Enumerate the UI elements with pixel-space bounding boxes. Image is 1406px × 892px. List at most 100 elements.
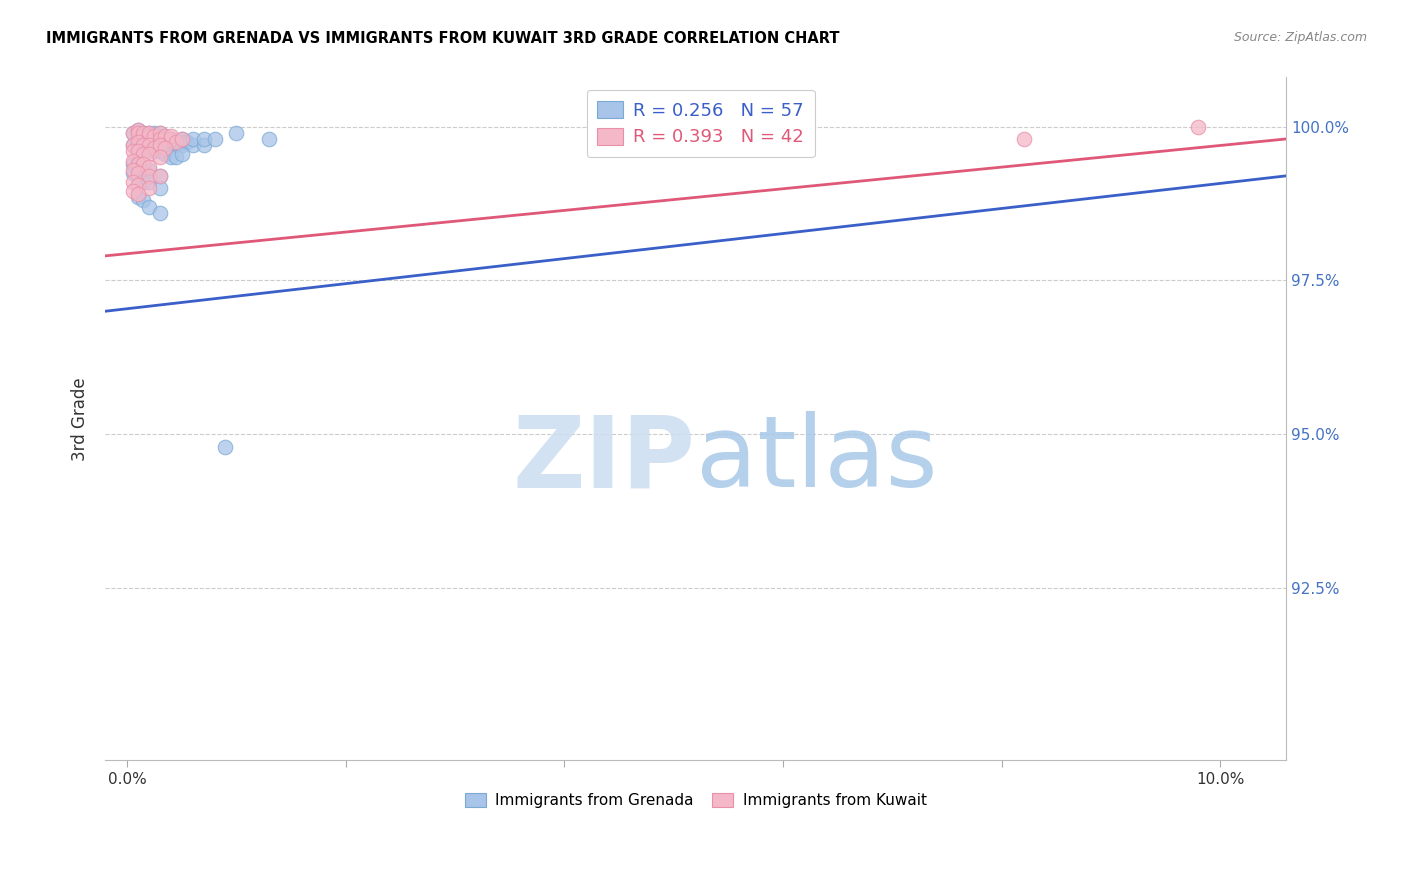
Point [143,128,166,143]
Point [127,187,149,202]
Point [138,162,160,177]
Point [149,132,172,146]
Point [155,135,177,149]
Point [127,132,149,146]
Point [143,126,166,140]
Point [257,132,280,146]
Point [132,194,155,208]
Point [121,138,143,153]
Point [170,138,193,153]
Point [149,132,172,146]
Text: IMMIGRANTS FROM GRENADA VS IMMIGRANTS FROM KUWAIT 3RD GRADE CORRELATION CHART: IMMIGRANTS FROM GRENADA VS IMMIGRANTS FR… [46,31,839,46]
Point [149,169,172,183]
Point [127,156,149,170]
Point [193,132,215,146]
Point [143,141,166,155]
Point [121,145,143,159]
Point [149,126,172,140]
Point [127,122,149,136]
Point [193,138,215,153]
Point [143,145,166,159]
Point [132,156,155,170]
Point [121,166,143,180]
Point [138,181,160,195]
Point [127,156,149,170]
Point [138,128,160,143]
Point [127,169,149,183]
Point [149,128,172,143]
Point [121,156,143,170]
Point [159,138,181,153]
Point [181,132,204,146]
Point [176,135,198,149]
Point [159,150,181,164]
Y-axis label: 3rd Grade: 3rd Grade [72,377,89,461]
Point [138,126,160,140]
Point [121,162,143,177]
Text: ZIP: ZIP [513,411,696,508]
Point [149,150,172,164]
Point [132,128,155,143]
Point [165,135,187,149]
Point [127,126,149,140]
Point [149,138,172,153]
Point [1187,120,1209,134]
Point [204,132,226,146]
Point [138,169,160,183]
Point [121,126,143,140]
Point [149,135,172,149]
Point [149,206,172,220]
Point [132,175,155,189]
Point [121,126,143,140]
Point [121,184,143,198]
Point [127,178,149,193]
Point [159,132,181,146]
Point [181,138,204,153]
Point [138,147,160,161]
Point [138,138,160,153]
Point [155,132,177,146]
Point [127,138,149,153]
Point [214,440,236,454]
Point [159,132,181,146]
Text: atlas: atlas [696,411,938,508]
Point [159,128,181,143]
Point [138,141,160,155]
Point [127,166,149,180]
Point [165,150,187,164]
Point [138,160,160,174]
Point [138,200,160,214]
Point [138,175,160,189]
Point [132,147,155,161]
Point [170,135,193,149]
Point [127,135,149,149]
Point [170,147,193,161]
Point [138,132,160,146]
Point [132,126,155,140]
Point [149,145,172,159]
Point [127,190,149,204]
Point [132,141,155,155]
Point [132,138,155,153]
Point [170,132,193,146]
Point [127,122,149,136]
Point [132,162,155,177]
Point [155,128,177,143]
Legend: Immigrants from Grenada, Immigrants from Kuwait: Immigrants from Grenada, Immigrants from… [458,787,932,814]
Point [138,128,160,143]
Point [155,147,177,161]
Point [121,138,143,153]
Point [1012,132,1035,146]
Point [132,126,155,140]
Point [132,128,155,143]
Point [165,138,187,153]
Point [149,181,172,195]
Point [138,126,160,140]
Point [225,126,247,140]
Point [170,132,193,146]
Point [138,138,160,153]
Point [143,132,166,146]
Point [155,141,177,155]
Point [121,153,143,168]
Point [149,126,172,140]
